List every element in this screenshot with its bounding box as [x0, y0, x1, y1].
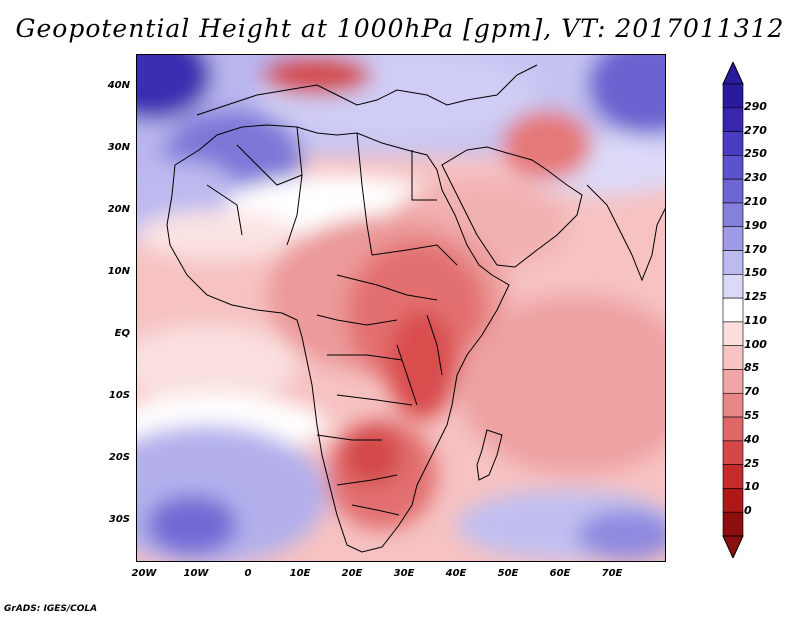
europe-coastline	[196, 64, 538, 116]
colorbar-level-label: 170	[744, 242, 767, 256]
lon-label-20w: 20W	[131, 568, 157, 579]
colorbar-swatch	[722, 178, 744, 204]
lat-label-10n: 10N	[107, 266, 130, 277]
lon-label-50e: 50E	[497, 568, 519, 579]
colorbar-bottom-arrow	[722, 535, 744, 558]
country-borders	[206, 126, 458, 516]
colorbar-swatch	[722, 107, 744, 132]
geopotential-field	[137, 55, 665, 561]
colorbar-swatch	[722, 321, 744, 346]
colorbar-swatch	[722, 416, 744, 442]
colorbar-swatch	[722, 226, 744, 251]
madagascar-coastline	[476, 429, 503, 481]
colorbar-level-label: 85	[744, 361, 760, 375]
colorbar-level-label: 0	[744, 504, 752, 518]
coastlines	[166, 64, 665, 553]
colorbar-level-label: 70	[744, 385, 760, 399]
lat-label-30s: 30S	[108, 514, 130, 525]
colorbar-level-label: 55	[744, 409, 760, 423]
map-panel	[136, 54, 666, 562]
colorbar-level-label: 290	[744, 99, 767, 113]
lon-label-10e: 10E	[289, 568, 311, 579]
colorbar-swatch	[722, 297, 744, 323]
colorbar-swatch	[722, 202, 744, 228]
india-coastline	[586, 184, 665, 282]
map-canvas	[137, 55, 665, 561]
colorbar	[722, 62, 744, 558]
lat-label-30n: 30N	[107, 142, 130, 153]
colorbar-swatch	[722, 440, 744, 465]
africa-coastline	[166, 124, 510, 553]
colorbar-swatch	[722, 392, 744, 418]
colorbar-level-label: 250	[744, 147, 767, 161]
colorbar-swatch	[722, 464, 744, 489]
lat-label-20n: 20N	[107, 204, 130, 215]
colorbar-swatch	[722, 155, 744, 180]
colorbar-swatch	[722, 488, 744, 513]
lon-label-30e: 30E	[393, 568, 415, 579]
colorbar-level-label: 270	[744, 123, 767, 137]
lat-label-10s: 10S	[108, 390, 130, 401]
colorbar-level-label: 210	[744, 194, 767, 208]
footer-credit: GrADS: IGES/COLA	[4, 604, 98, 614]
colorbar-level-label: 40	[744, 432, 760, 446]
lat-label-eq: EQ	[114, 328, 130, 339]
chart-title: Geopotential Height at 1000hPa [gpm], VT…	[15, 14, 785, 43]
lon-label-10w: 10W	[183, 568, 209, 579]
colorbar-level-label: 10	[744, 480, 760, 494]
colorbar-swatch	[722, 369, 744, 394]
colorbar-swatch	[722, 274, 744, 299]
lon-label-70e: 70E	[601, 568, 623, 579]
colorbar-swatch	[722, 131, 744, 156]
colorbar-level-label: 150	[744, 266, 767, 280]
colorbar-level-label: 230	[744, 171, 767, 185]
arabia-coastline	[441, 146, 583, 268]
colorbar-swatch	[722, 511, 744, 537]
colorbar-swatch	[722, 250, 744, 275]
lon-label-40e: 40E	[445, 568, 467, 579]
colorbar-top-arrow	[722, 62, 744, 85]
lat-label-20s: 20S	[108, 452, 130, 463]
colorbar-swatch	[722, 345, 744, 370]
colorbar-level-label: 125	[744, 290, 767, 304]
colorbar-swatch	[722, 83, 744, 109]
colorbar-level-label: 190	[744, 218, 767, 232]
lon-label-60e: 60E	[549, 568, 571, 579]
colorbar-level-label: 25	[744, 456, 760, 470]
colorbar-level-label: 100	[744, 337, 767, 351]
lon-label-20e: 20E	[341, 568, 363, 579]
lon-label-0: 0	[244, 568, 252, 579]
lat-label-40n: 40N	[107, 80, 130, 91]
colorbar-level-label: 110	[744, 313, 767, 327]
